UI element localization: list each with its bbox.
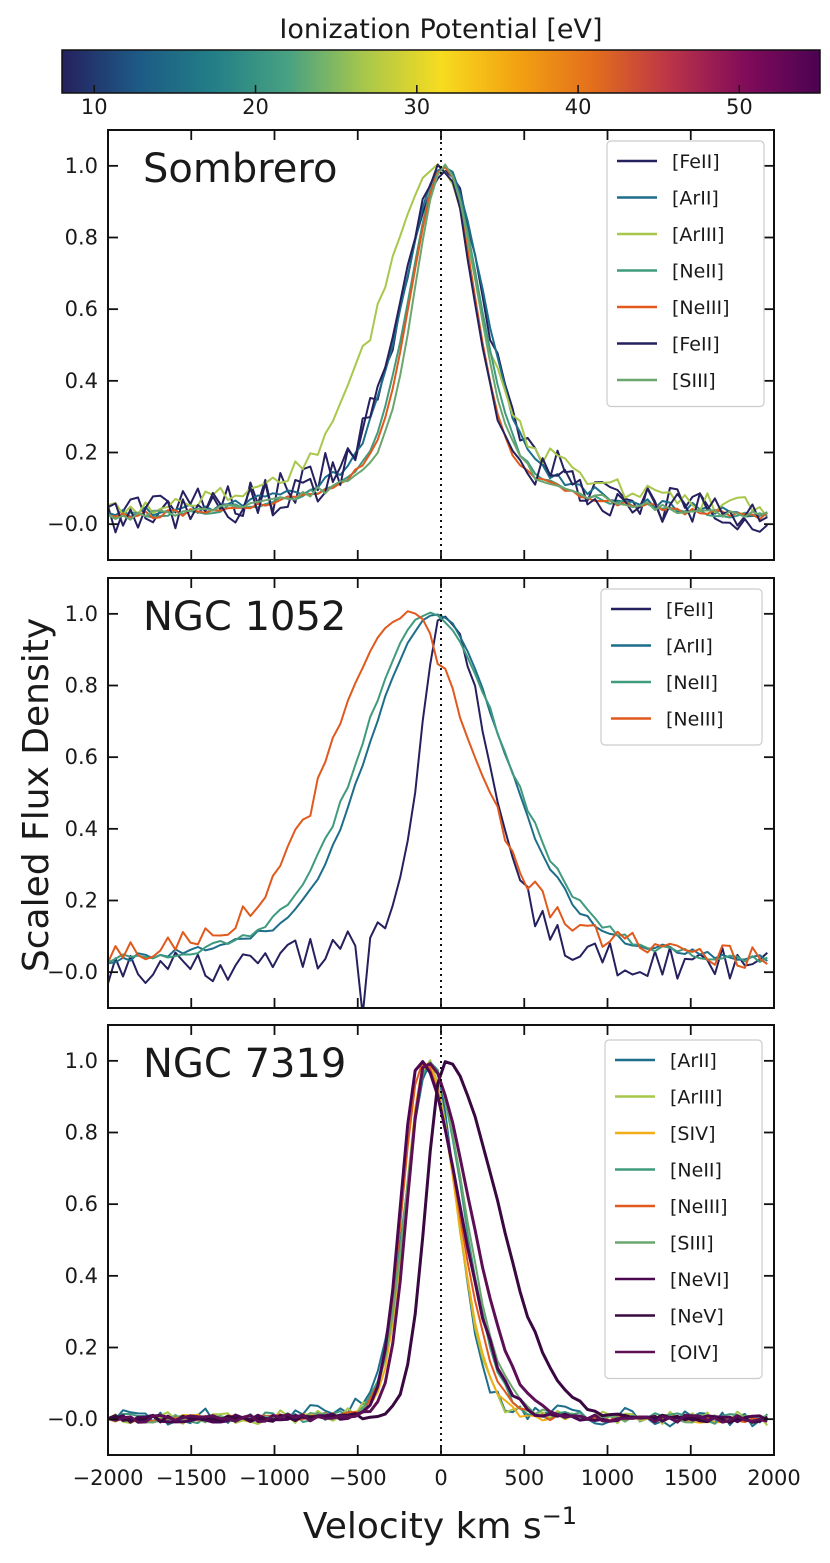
series-line-neiii [108,166,768,520]
y-tick-label: 0.4 [65,369,98,393]
series-group [108,163,769,534]
panel-3: −0.0 0.2 0.4 0.6 0.8 1.0 −2000 −1500 −1000 −500 0 5… [47,1024,801,1490]
y-tick-label: 0.4 [65,817,98,841]
legend-entry: [ArIII] [670,1087,722,1109]
series-line-siii [108,163,768,521]
legend-box [606,140,765,408]
x-tick-label: 500 [504,1466,544,1490]
legend: [FeII] [ArII] [NeII] [NeIII] [600,588,763,746]
colorbar-tick-label: 10 [81,95,108,119]
x-tick-label: −1000 [239,1466,310,1490]
y-tick-label: 0.4 [65,1264,98,1288]
y-axis-title: Scaled Flux Density [16,618,57,972]
legend: [FeII] [ArII] [ArIII] [NeII] [NeIII] [FeII] [S… [606,140,765,408]
series-group [108,610,768,1008]
panel-1: −0.00.20.40.60.81.0 Sombrero [FeII][ArII][… [47,129,775,561]
x-tick-label: −500 [329,1466,387,1490]
legend-entry: [ArII] [670,1050,717,1072]
x-tick-label: 2000 [747,1466,800,1490]
y-tick-label: 0.8 [65,674,98,698]
panel-title: NGC 7319 [143,1041,346,1087]
legend-entry: [FeII] [672,151,720,173]
colorbar-tick-label: 20 [242,95,269,119]
legend-entry: [FeII] [666,599,714,621]
legend-entry: [NeIII] [672,297,730,319]
y-tick-label: 0.2 [65,441,98,465]
x-tick-label: −1500 [156,1466,227,1490]
series-line-nev [108,1060,769,1424]
panel-2: −0.00.20.40.60.81.0 NGC 1052 [FeII][ArII][… [47,577,775,1009]
colorbar-tick-label: 50 [726,95,753,119]
colorbar-tick-label: 40 [565,95,592,119]
panel-title: Sombrero [143,146,337,192]
legend-box [604,1039,763,1380]
y-tick-label: 0.2 [65,889,98,913]
y-tick-label: 0.8 [65,1121,98,1145]
legend-entry: [NeIII] [666,709,724,731]
legend-entry: [ArIII] [672,224,724,246]
legend-entry: [ArII] [666,636,713,658]
x-tick-label: 1000 [581,1466,634,1490]
legend-entry: [NeVI] [670,1269,729,1291]
legend-entry: [NeII] [672,261,724,283]
series-line-oiv [108,1062,768,1424]
colorbar [61,49,821,94]
y-tick-label: 0.8 [65,226,98,250]
legend-box [600,588,763,746]
legend-entry: [FeII] [672,334,720,356]
legend-entry: [ArII] [672,188,719,210]
series-line-neii [108,611,768,964]
legend-entry: [SIII] [670,1233,714,1255]
legend-entry: [NeV] [670,1306,724,1328]
legend-entry: [NeII] [666,672,718,694]
x-tick-label: −2000 [72,1466,143,1490]
panel-title: NGC 1052 [143,594,346,640]
y-tick-label: −0.0 [47,960,98,984]
colorbar-title: Ionization Potential [eV] [279,14,602,45]
y-tick-label: 1.0 [65,602,98,626]
y-tick-label: 1.0 [65,1049,98,1073]
legend-entry: [NeII] [670,1160,722,1182]
y-tick-label: 0.6 [65,745,98,769]
legend: [ArII] [ArIII] [SIV] [NeII] [NeIII] [SIII] [Ne… [604,1039,763,1380]
legend-entry: [SIII] [672,370,716,392]
x-tick-label: 1500 [664,1466,717,1490]
legend-entry: [SIV] [670,1123,716,1145]
x-tick-label: 0 [434,1466,447,1490]
colorbar-tick-label: 30 [403,95,430,119]
legend-entry: [NeIII] [670,1196,728,1218]
y-tick-label: 0.2 [65,1336,98,1360]
y-tick-label: 1.0 [65,154,98,178]
y-tick-label: 0.6 [65,1192,98,1216]
y-tick-label: −0.0 [47,512,98,536]
x-axis-title: Velocity km s−1 [303,1502,577,1547]
series-group [108,1059,769,1428]
y-tick-label: −0.0 [47,1407,98,1431]
series-line-neiii [108,610,768,969]
series-line-feii [108,615,768,1008]
y-tick-label: 0.6 [65,297,98,321]
legend-entry: [OIV] [670,1342,718,1364]
